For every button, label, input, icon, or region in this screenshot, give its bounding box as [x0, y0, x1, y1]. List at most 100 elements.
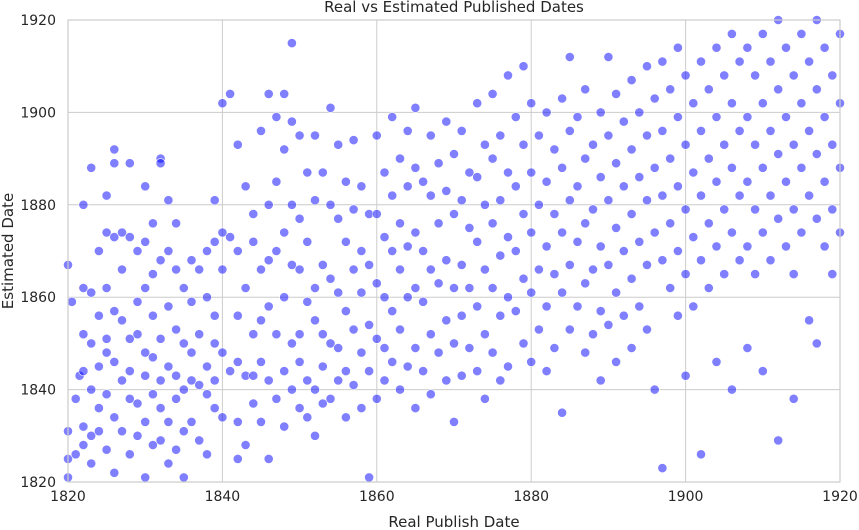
- data-point: [325, 199, 336, 210]
- data-point: [248, 370, 259, 381]
- data-point: [263, 453, 274, 464]
- data-point: [657, 125, 668, 136]
- data-point: [117, 227, 127, 238]
- data-point: [202, 389, 212, 400]
- data-point: [371, 333, 382, 344]
- data-point: [804, 190, 814, 201]
- data-point: [541, 107, 552, 118]
- data-point: [665, 84, 676, 95]
- data-point: [248, 329, 259, 340]
- data-point: [603, 259, 614, 270]
- data-point: [611, 158, 621, 169]
- data-point: [333, 139, 344, 150]
- data-point: [418, 296, 428, 307]
- data-point: [202, 361, 212, 372]
- data-point: [510, 246, 521, 256]
- data-point: [117, 315, 127, 326]
- data-point: [479, 329, 490, 340]
- data-point: [479, 264, 490, 275]
- x-tick-label: 1860: [359, 489, 395, 505]
- data-point: [425, 190, 436, 201]
- data-point: [526, 356, 537, 367]
- data-point: [618, 181, 629, 192]
- data-point: [425, 130, 436, 141]
- data-point: [186, 375, 197, 386]
- data-point: [147, 218, 158, 229]
- data-point: [340, 366, 351, 376]
- data-point: [86, 287, 97, 298]
- data-point: [232, 453, 243, 464]
- data-point: [310, 130, 320, 141]
- data-point: [557, 227, 567, 238]
- data-point: [657, 463, 668, 473]
- data-point: [673, 246, 683, 256]
- data-point: [202, 449, 212, 460]
- data-point: [256, 315, 266, 326]
- data-point: [734, 56, 745, 67]
- data-point: [209, 375, 220, 386]
- data-point: [410, 283, 421, 293]
- y-tick-label: 1840: [20, 383, 56, 399]
- data-point: [750, 269, 760, 279]
- data-point: [271, 112, 282, 122]
- data-point: [256, 125, 266, 136]
- data-point: [773, 84, 784, 95]
- data-point: [302, 375, 313, 386]
- data-point: [101, 333, 112, 344]
- data-point: [232, 310, 243, 321]
- data-point: [719, 204, 730, 215]
- data-point: [132, 246, 143, 256]
- data-point: [410, 102, 421, 113]
- data-point: [665, 153, 676, 164]
- data-point: [425, 264, 436, 275]
- data-point: [217, 412, 228, 423]
- data-point: [395, 384, 405, 395]
- data-point: [94, 310, 104, 321]
- data-point: [263, 255, 274, 266]
- data-point: [155, 375, 166, 386]
- data-point: [194, 380, 205, 390]
- data-point: [796, 98, 807, 109]
- data-point: [232, 416, 243, 427]
- data-point: [503, 292, 513, 303]
- x-tick-label: 1840: [205, 489, 241, 505]
- data-point: [757, 162, 768, 173]
- data-point: [618, 246, 629, 256]
- data-point: [402, 361, 413, 372]
- data-point: [580, 347, 591, 358]
- data-point: [765, 255, 776, 266]
- data-point: [271, 329, 282, 340]
- data-point: [588, 329, 598, 340]
- data-point: [503, 232, 513, 242]
- data-point: [441, 185, 452, 196]
- data-point: [534, 264, 544, 275]
- data-point: [209, 236, 220, 247]
- data-point: [101, 283, 112, 293]
- data-point: [711, 112, 722, 122]
- x-tick-label: 1820: [50, 489, 86, 505]
- data-point: [642, 130, 652, 141]
- data-point: [286, 38, 297, 48]
- chart-title: Real vs Estimated Published Dates: [324, 0, 584, 16]
- data-point: [117, 426, 127, 437]
- data-point: [209, 403, 220, 413]
- data-point: [294, 213, 305, 224]
- data-points: [63, 15, 845, 483]
- data-point: [680, 204, 691, 215]
- data-point: [225, 89, 235, 99]
- data-point: [178, 283, 189, 293]
- data-point: [696, 255, 706, 266]
- data-point: [140, 416, 151, 427]
- data-point: [395, 153, 405, 164]
- data-point: [155, 403, 166, 413]
- data-point: [333, 287, 344, 298]
- data-point: [379, 375, 390, 386]
- data-point: [472, 366, 483, 376]
- data-point: [163, 301, 174, 312]
- data-point: [510, 306, 521, 316]
- data-point: [642, 195, 652, 206]
- data-point: [178, 384, 189, 395]
- data-point: [541, 176, 552, 187]
- data-point: [611, 287, 621, 298]
- data-point: [603, 52, 614, 62]
